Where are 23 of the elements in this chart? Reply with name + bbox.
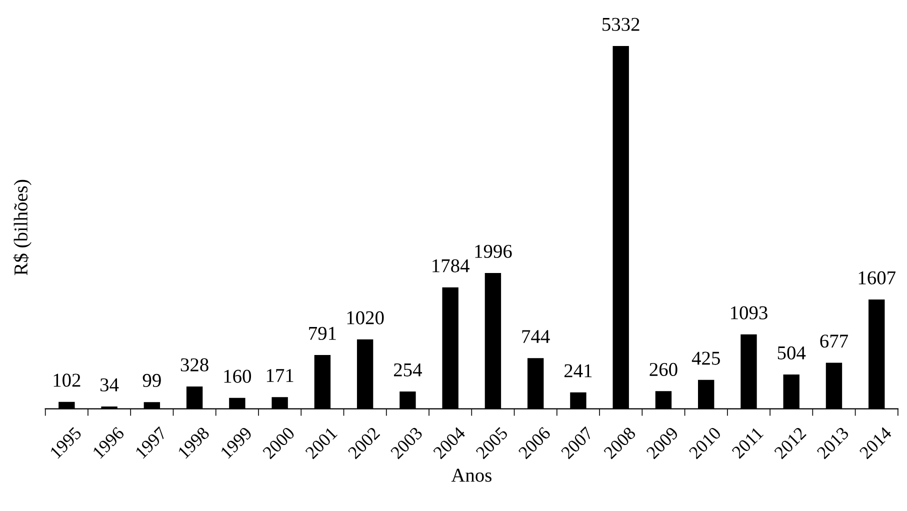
data-label: 34 bbox=[100, 378, 119, 392]
data-label: 425 bbox=[692, 352, 720, 365]
data-label: 1020 bbox=[347, 311, 384, 324]
x-tick-label: 2011 bbox=[731, 426, 764, 459]
data-label: 171 bbox=[266, 369, 294, 382]
data-label: 254 bbox=[394, 363, 422, 376]
y-axis-title: R$ (bilhões) bbox=[13, 180, 32, 276]
data-label: 328 bbox=[180, 358, 208, 372]
data-label: 1093 bbox=[730, 306, 768, 320]
data-label: 260 bbox=[650, 362, 678, 376]
data-label: 744 bbox=[522, 330, 550, 343]
data-label: 504 bbox=[778, 346, 806, 360]
data-label: 5332 bbox=[602, 18, 640, 31]
data-label: 1784 bbox=[432, 259, 470, 272]
data-label: 791 bbox=[309, 326, 336, 340]
data-label: 677 bbox=[820, 334, 848, 348]
data-label: 99 bbox=[142, 374, 161, 388]
data-label: 241 bbox=[564, 364, 592, 378]
data-label: 102 bbox=[54, 374, 80, 387]
data-label: 160 bbox=[224, 370, 252, 383]
x-axis-title: Anos bbox=[451, 468, 492, 482]
data-label: 1996 bbox=[475, 244, 512, 258]
data-label: 1607 bbox=[858, 271, 896, 284]
